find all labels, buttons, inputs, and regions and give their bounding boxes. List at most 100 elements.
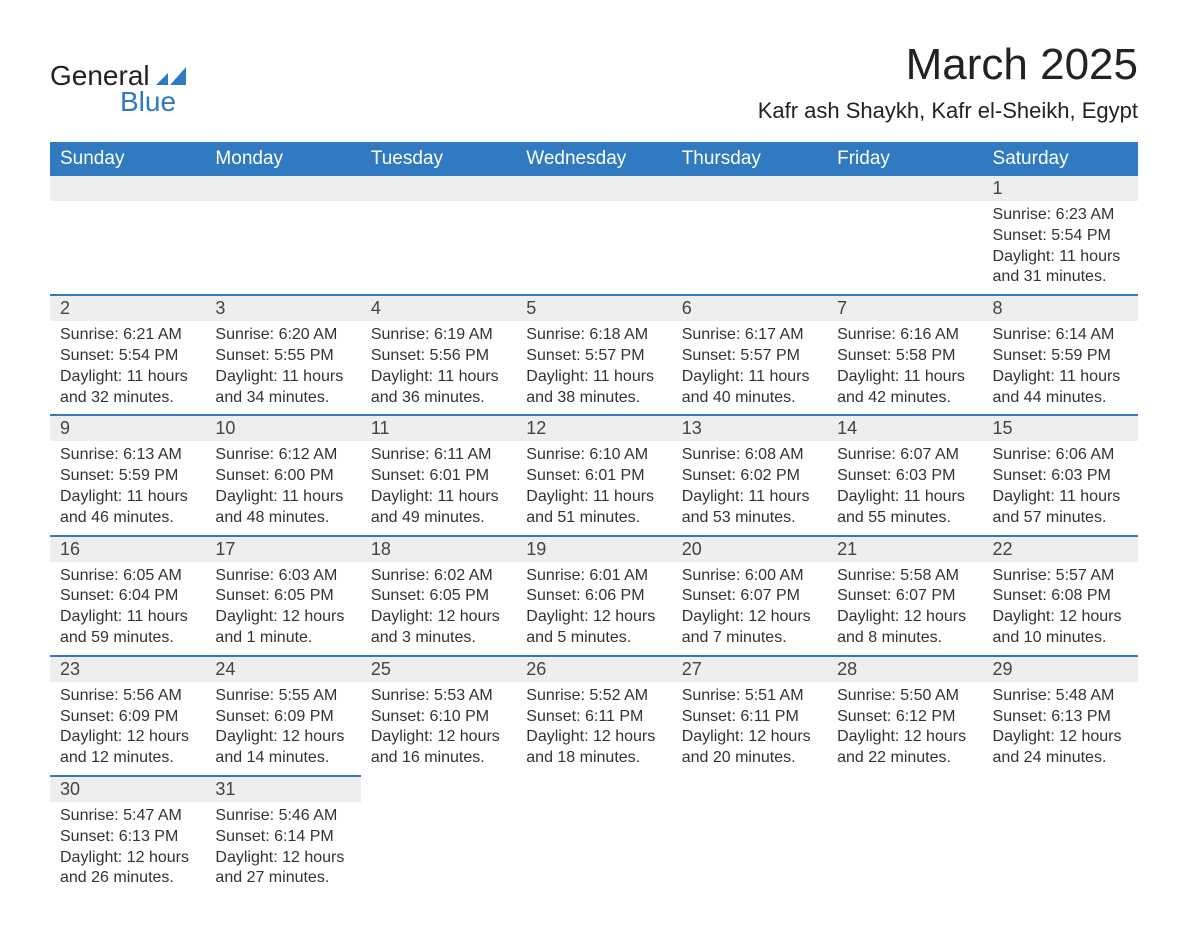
day-number: [983, 776, 1138, 801]
sunrise-text: Sunrise: 5:57 AM: [993, 566, 1128, 587]
sunset-text: Sunset: 6:08 PM: [993, 586, 1128, 607]
daylight-text: Daylight: 12 hours and 8 minutes.: [837, 607, 972, 649]
sunset-text: Sunset: 6:10 PM: [371, 707, 506, 728]
day-number: 27: [672, 657, 827, 682]
day-number: 18: [361, 537, 516, 562]
calendar-cell: [516, 176, 671, 295]
daylight-text: Daylight: 11 hours and 42 minutes.: [837, 367, 972, 409]
sunrise-text: Sunrise: 5:52 AM: [526, 686, 661, 707]
sunset-text: Sunset: 5:54 PM: [60, 346, 195, 367]
sunrise-text: Sunrise: 6:07 AM: [837, 445, 972, 466]
day-body: Sunrise: 5:47 AMSunset: 6:13 PMDaylight:…: [50, 802, 205, 895]
day-number: [672, 176, 827, 201]
day-number: 25: [361, 657, 516, 682]
calendar-cell: 27Sunrise: 5:51 AMSunset: 6:11 PMDayligh…: [672, 656, 827, 776]
calendar-week: 16Sunrise: 6:05 AMSunset: 6:04 PMDayligh…: [50, 536, 1138, 656]
day-number: 23: [50, 657, 205, 682]
day-body: Sunrise: 5:56 AMSunset: 6:09 PMDaylight:…: [50, 682, 205, 775]
day-body: Sunrise: 6:16 AMSunset: 5:58 PMDaylight:…: [827, 321, 982, 414]
calendar-cell: 24Sunrise: 5:55 AMSunset: 6:09 PMDayligh…: [205, 656, 360, 776]
day-number: 31: [205, 777, 360, 802]
daylight-text: Daylight: 12 hours and 5 minutes.: [526, 607, 661, 649]
daylight-text: Daylight: 12 hours and 27 minutes.: [215, 848, 350, 890]
sunset-text: Sunset: 5:57 PM: [526, 346, 661, 367]
sunrise-text: Sunrise: 5:55 AM: [215, 686, 350, 707]
sunset-text: Sunset: 5:55 PM: [215, 346, 350, 367]
day-number: [516, 776, 671, 801]
daylight-text: Daylight: 11 hours and 46 minutes.: [60, 487, 195, 529]
sunset-text: Sunset: 5:56 PM: [371, 346, 506, 367]
sunrise-text: Sunrise: 6:13 AM: [60, 445, 195, 466]
sunset-text: Sunset: 6:01 PM: [526, 466, 661, 487]
daylight-text: Daylight: 11 hours and 34 minutes.: [215, 367, 350, 409]
sunset-text: Sunset: 6:09 PM: [215, 707, 350, 728]
calendar-week: 23Sunrise: 5:56 AMSunset: 6:09 PMDayligh…: [50, 656, 1138, 776]
day-body: Sunrise: 6:20 AMSunset: 5:55 PMDaylight:…: [205, 321, 360, 414]
day-number: 2: [50, 296, 205, 321]
day-number: 4: [361, 296, 516, 321]
calendar-week: 2 Sunrise: 6:21 AMSunset: 5:54 PM Daylight…: [50, 295, 1138, 415]
sunrise-text: Sunrise: 6:23 AM: [993, 205, 1128, 226]
daylight-text: Daylight: 12 hours and 10 minutes.: [993, 607, 1128, 649]
sunrise-text: Sunrise: 5:48 AM: [993, 686, 1128, 707]
calendar-cell: 4Sunrise: 6:19 AMSunset: 5:56 PMDaylight…: [361, 295, 516, 415]
sunset-text: Sunset: 6:02 PM: [682, 466, 817, 487]
calendar-week: 30Sunrise: 5:47 AMSunset: 6:13 PMDayligh…: [50, 776, 1138, 895]
sunset-text: Sunset: 6:03 PM: [993, 466, 1128, 487]
calendar-cell: [983, 776, 1138, 895]
sunset-text: Sunset: 5:57 PM: [682, 346, 817, 367]
sunset-text: Sunset: 6:11 PM: [526, 707, 661, 728]
day-number: [361, 176, 516, 201]
calendar-cell: 11Sunrise: 6:11 AMSunset: 6:01 PMDayligh…: [361, 415, 516, 535]
calendar-cell: 7Sunrise: 6:16 AMSunset: 5:58 PMDaylight…: [827, 295, 982, 415]
day-number: 21: [827, 537, 982, 562]
calendar-cell: 9Sunrise: 6:13 AMSunset: 5:59 PMDaylight…: [50, 415, 205, 535]
daylight-text: Daylight: 11 hours and 48 minutes.: [215, 487, 350, 529]
sunset-text: Sunset: 6:13 PM: [993, 707, 1128, 728]
day-body: [361, 201, 516, 281]
sunrise-text: Sunrise: 6:21 AM: [60, 325, 195, 346]
logo: General Blue: [50, 40, 188, 118]
page-title: March 2025: [758, 40, 1138, 90]
day-body: Sunrise: 6:07 AMSunset: 6:03 PMDaylight:…: [827, 441, 982, 534]
day-body: [516, 801, 671, 881]
day-number: 6: [672, 296, 827, 321]
sunset-text: Sunset: 6:07 PM: [682, 586, 817, 607]
daylight-text: Daylight: 12 hours and 26 minutes.: [60, 848, 195, 890]
sunrise-text: Sunrise: 6:14 AM: [993, 325, 1128, 346]
day-number: 7: [827, 296, 982, 321]
calendar-cell: [205, 176, 360, 295]
weekday-header: Sunday: [50, 142, 205, 176]
day-body: [205, 201, 360, 281]
sunrise-text: Sunrise: 5:47 AM: [60, 806, 195, 827]
sunrise-text: Sunrise: 6:05 AM: [60, 566, 195, 587]
sunrise-text: Sunrise: 6:01 AM: [526, 566, 661, 587]
daylight-text: Daylight: 11 hours and 51 minutes.: [526, 487, 661, 529]
calendar-cell: 8Sunrise: 6:14 AMSunset: 5:59 PMDaylight…: [983, 295, 1138, 415]
calendar-cell: 6Sunrise: 6:17 AMSunset: 5:57 PMDaylight…: [672, 295, 827, 415]
sunrise-text: Sunrise: 6:17 AM: [682, 325, 817, 346]
calendar-cell: 13Sunrise: 6:08 AMSunset: 6:02 PMDayligh…: [672, 415, 827, 535]
calendar-cell: 31Sunrise: 5:46 AMSunset: 6:14 PMDayligh…: [205, 776, 360, 895]
day-body: [827, 201, 982, 281]
day-body: Sunrise: 6:08 AMSunset: 6:02 PMDaylight:…: [672, 441, 827, 534]
day-body: Sunrise: 6:10 AMSunset: 6:01 PMDaylight:…: [516, 441, 671, 534]
calendar-cell: 30Sunrise: 5:47 AMSunset: 6:13 PMDayligh…: [50, 776, 205, 895]
day-body: Sunrise: 6:23 AMSunset: 5:54 PMDaylight:…: [983, 201, 1138, 294]
weekday-row: SundayMondayTuesdayWednesdayThursdayFrid…: [50, 142, 1138, 176]
weekday-header: Thursday: [672, 142, 827, 176]
sunset-text: Sunset: 5:58 PM: [837, 346, 972, 367]
day-body: [516, 201, 671, 281]
header: General Blue March 2025 Kafr ash Shaykh,…: [50, 40, 1138, 124]
title-block: March 2025 Kafr ash Shaykh, Kafr el-Shei…: [758, 40, 1138, 124]
calendar-week: 1Sunrise: 6:23 AMSunset: 5:54 PMDaylight…: [50, 176, 1138, 295]
calendar-cell: 20Sunrise: 6:00 AMSunset: 6:07 PMDayligh…: [672, 536, 827, 656]
day-body: Sunrise: 5:46 AMSunset: 6:14 PMDaylight:…: [205, 802, 360, 895]
sunset-text: Sunset: 6:14 PM: [215, 827, 350, 848]
sunset-text: Sunset: 6:06 PM: [526, 586, 661, 607]
day-number: 17: [205, 537, 360, 562]
calendar-cell: [361, 776, 516, 895]
sunset-text: Sunset: 5:54 PM: [993, 226, 1128, 247]
day-body: [50, 201, 205, 281]
day-number: 12: [516, 416, 671, 441]
